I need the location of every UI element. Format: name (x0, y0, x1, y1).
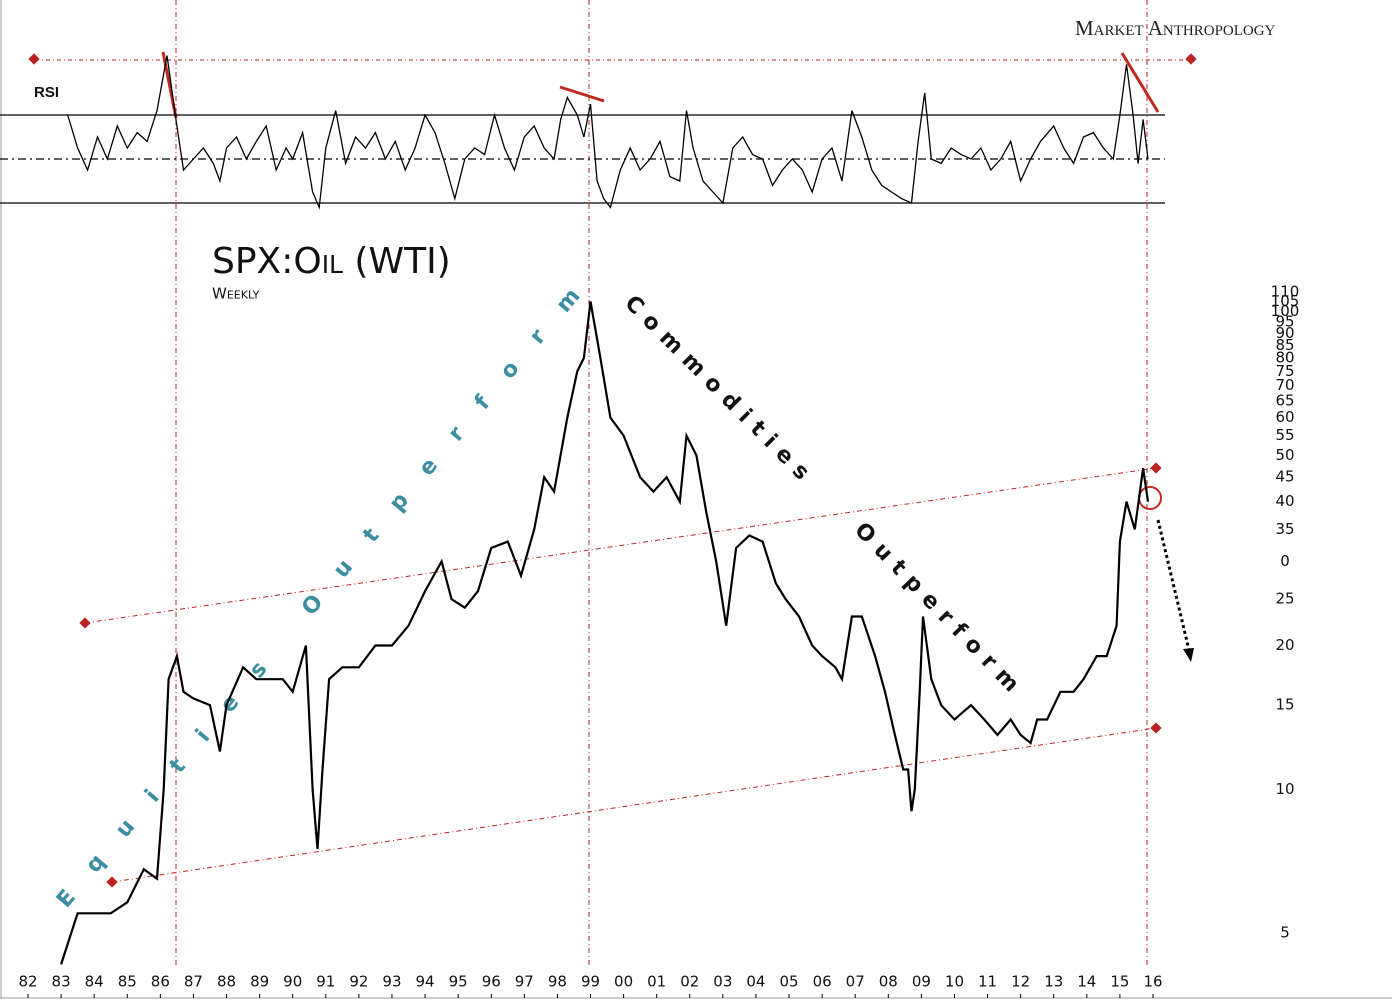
y-tick-label: 65 (1275, 391, 1294, 409)
price-line (60, 301, 1150, 965)
brand: Market Anthropology (1075, 16, 1276, 40)
x-tick-label: 12 (1011, 973, 1030, 991)
channel-line (84, 467, 1157, 624)
diamond (1150, 722, 1162, 734)
y-tick-label: 15 (1275, 696, 1294, 714)
y-tick-label: 10 (1275, 780, 1294, 798)
rsi-line (67, 55, 1149, 210)
x-tick-label: 04 (746, 973, 765, 991)
y-tick-label: 50 (1275, 446, 1294, 464)
chart-subtitle: Weekly (212, 285, 260, 303)
y-tick-label: 5 (1280, 924, 1290, 942)
x-tick-label: 11 (978, 973, 997, 991)
x-tick-label: 16 (1143, 973, 1162, 991)
x-tick-label: 85 (118, 973, 137, 991)
x-tick-label: 03 (713, 973, 732, 991)
diamond (1185, 53, 1197, 65)
y-tick-label: 95 (1275, 313, 1294, 331)
x-tick-label: 88 (217, 973, 236, 991)
x-tick-label: 99 (581, 973, 600, 991)
x-tick-label: 98 (548, 973, 567, 991)
y-tick-label: 20 (1275, 636, 1294, 654)
x-tick-label: 15 (1110, 973, 1129, 991)
x-tick-label: 95 (449, 973, 468, 991)
rsi-title: RSI (34, 84, 59, 101)
x-tick-label: 05 (779, 973, 798, 991)
y-tick-label: 45 (1275, 468, 1294, 486)
x-tick-label: 00 (614, 973, 633, 991)
y-tick-label: 110 (1271, 282, 1300, 300)
y-tick-label: 35 (1275, 520, 1294, 538)
y-tick-label: 75 (1275, 362, 1294, 380)
x-tick-label: 97 (515, 973, 534, 991)
x-tick-label: 86 (151, 973, 170, 991)
channel-line (111, 727, 1157, 883)
divergence-line (559, 85, 605, 103)
x-tick-label: 92 (349, 973, 368, 991)
x-tick-label: 93 (382, 973, 401, 991)
x-tick-label: 14 (1077, 973, 1096, 991)
y-tick-label: 0 (1280, 552, 1290, 570)
y-tick-label: 100 (1271, 302, 1300, 320)
y-tick-label: 25 (1275, 590, 1294, 608)
x-tick-label: 84 (85, 973, 104, 991)
arrow (1156, 519, 1191, 651)
x-tick-label: 08 (879, 973, 898, 991)
y-tick-label: 70 (1275, 376, 1294, 394)
y-tick-label: 90 (1275, 324, 1294, 342)
chart-title: SPX:Oil (WTI) (212, 241, 451, 282)
x-tick-label: 94 (416, 973, 435, 991)
x-tick-label: 09 (912, 973, 931, 991)
x-tick-label: 06 (813, 973, 832, 991)
y-tick-label: 40 (1275, 492, 1294, 510)
diamond (1150, 462, 1162, 474)
x-tick-label: 01 (647, 973, 666, 991)
y-tick-label: 60 (1275, 408, 1294, 426)
x-tick-label: 87 (184, 973, 203, 991)
x-tick-label: 96 (482, 973, 501, 991)
x-tick-label: 02 (680, 973, 699, 991)
x-tick-label: 10 (945, 973, 964, 991)
divergence-line (1120, 52, 1160, 113)
y-tick-label: 85 (1275, 336, 1294, 354)
x-tick-label: 89 (250, 973, 269, 991)
x-tick-label: 91 (316, 973, 335, 991)
x-tick-label: 82 (18, 973, 37, 991)
x-tick-label: 07 (846, 973, 865, 991)
arrow-head (1183, 648, 1194, 662)
x-tick-label: 83 (52, 973, 71, 991)
y-tick-label: 105 (1271, 292, 1300, 310)
y-tick-label: 55 (1275, 426, 1294, 444)
x-tick-label: 90 (283, 973, 302, 991)
y-tick-label: 80 (1275, 348, 1294, 366)
x-tick-label: 13 (1044, 973, 1063, 991)
diamond (28, 53, 40, 65)
